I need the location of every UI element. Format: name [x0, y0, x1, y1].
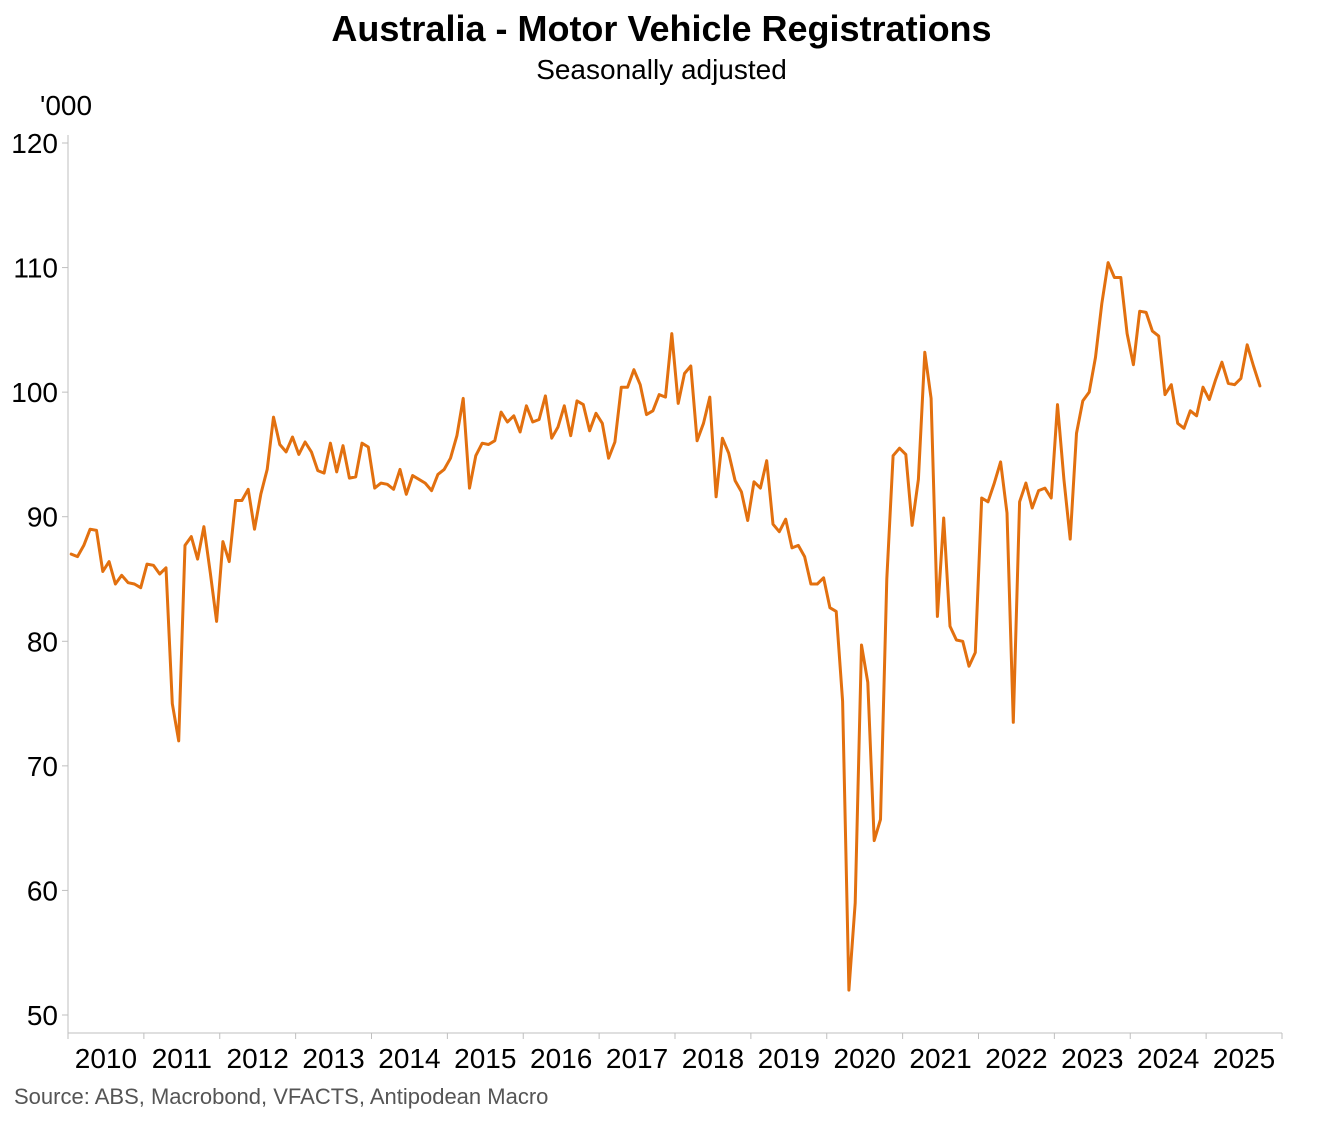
- y-tick-label: 70: [27, 751, 58, 782]
- x-tick-label: 2015: [454, 1043, 516, 1074]
- y-tick-label: 120: [11, 128, 58, 159]
- y-tick-label: 80: [27, 626, 58, 657]
- x-tick-label: 2018: [682, 1043, 744, 1074]
- series-line-0: [69, 261, 1262, 992]
- y-tick-label: 60: [27, 875, 58, 906]
- x-axis: 2010 2011 2012 2013 2014 2015 2016 2017 2018 2019…: [67, 1032, 1283, 1074]
- chart-subtitle: Seasonally adjusted: [536, 54, 787, 85]
- x-tick-label: 2021: [909, 1043, 971, 1074]
- x-tick-label: 2012: [227, 1043, 289, 1074]
- x-tick-label: 2010: [75, 1043, 137, 1074]
- x-tick-label: 2013: [302, 1043, 364, 1074]
- x-tick-label: 2020: [834, 1043, 896, 1074]
- x-tick-label: 2011: [152, 1043, 212, 1074]
- x-tick-label: 2023: [1061, 1043, 1123, 1074]
- y-tick-label: 90: [27, 502, 58, 533]
- x-tick-label: 2025: [1213, 1043, 1275, 1074]
- y-tick-label: 50: [27, 1000, 58, 1031]
- x-tick-label: 2022: [985, 1043, 1047, 1074]
- x-tick-label: 2016: [530, 1043, 592, 1074]
- y-axis: 50 60 70 80 90 100 110 120: [11, 128, 69, 1033]
- x-tick-label: 2014: [378, 1043, 440, 1074]
- source-note: Source: ABS, Macrobond, VFACTS, Antipode…: [14, 1084, 549, 1109]
- y-axis-unit-label: '000: [40, 90, 93, 121]
- y-tick-label: 110: [13, 253, 58, 284]
- x-tick-label: 2019: [758, 1043, 820, 1074]
- chart-title: Australia - Motor Vehicle Registrations: [331, 8, 992, 49]
- x-tick-label: 2017: [606, 1043, 668, 1074]
- y-tick-label: 100: [11, 377, 58, 408]
- x-tick-label: 2024: [1137, 1043, 1199, 1074]
- series-group: [69, 261, 1262, 992]
